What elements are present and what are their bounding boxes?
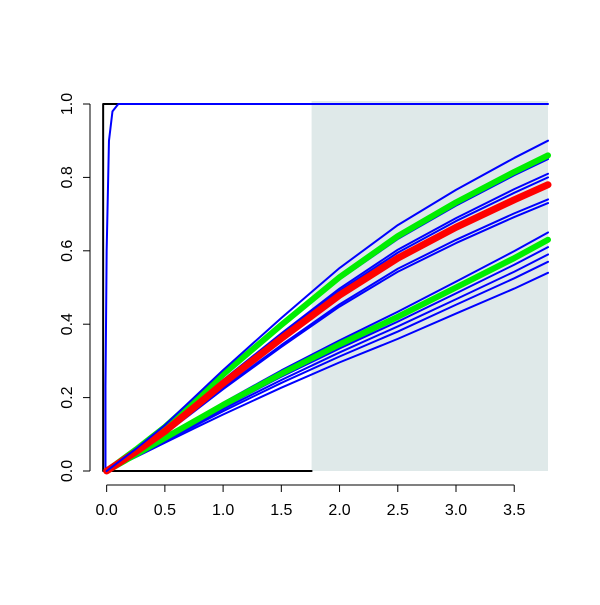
x-tick-label: 2.0 (328, 502, 350, 519)
y-tick-label: 1.0 (59, 93, 76, 115)
y-tick-label: 0.6 (59, 240, 76, 262)
curve (105, 139, 549, 472)
x-tick-label: 2.5 (387, 502, 409, 519)
y-tick-label: 0.2 (59, 386, 76, 408)
curve (105, 271, 549, 472)
x-tick-label: 1.5 (270, 502, 292, 519)
y-tick-label: 0.8 (59, 166, 76, 188)
x-tick-label: 0.0 (96, 502, 118, 519)
x-tick-label: 3.0 (445, 502, 467, 519)
x-tick-label: 0.5 (154, 502, 176, 519)
x-tick-label: 3.5 (503, 502, 525, 519)
curve (103, 181, 552, 475)
curve (103, 236, 551, 474)
curve (104, 103, 549, 472)
y-tick-label: 0.0 (59, 460, 76, 482)
y-tick-label: 0.4 (59, 313, 76, 335)
x-tick-label: 1.0 (212, 502, 234, 519)
